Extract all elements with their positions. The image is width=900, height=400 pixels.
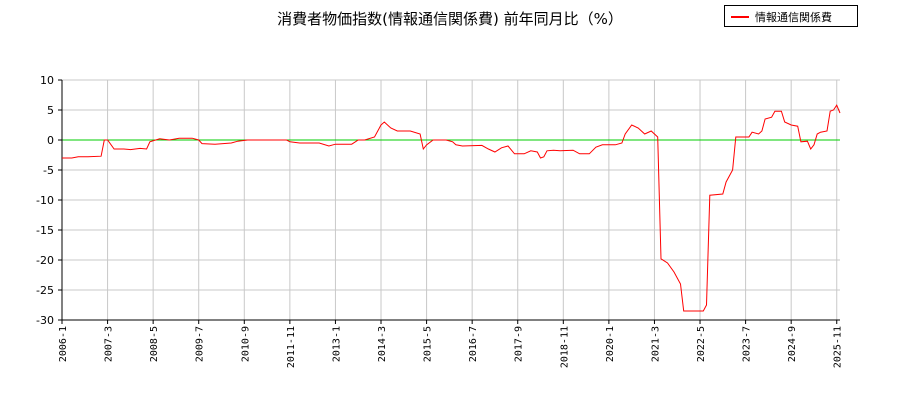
y-tick-label: 5 [47,104,54,117]
y-tick-label: 0 [47,134,54,147]
x-tick-label: 2020-1 [605,326,616,362]
legend-label: 情報通信関係費 [755,11,832,24]
x-tick-label: 2021-3 [650,326,661,362]
x-tick-label: 2025-11 [833,326,844,368]
legend-swatch [731,16,749,18]
x-tick-label: 2014-3 [377,326,388,362]
x-tick-label: 2011-11 [286,326,297,368]
x-tick-label: 2008-5 [149,326,160,362]
y-tick-label: 10 [40,74,54,87]
x-tick-label: 2015-5 [423,326,434,362]
y-tick-label: -15 [36,224,54,237]
series-line [62,104,841,312]
x-tick-label: 2017-9 [514,326,525,362]
y-tick-label: -25 [36,284,54,297]
x-tick-label: 2007-3 [104,326,115,362]
x-tick-label: 2022-5 [696,326,707,362]
x-tick-label: 2024-9 [787,326,798,362]
chart-title: 消費者物価指数(情報通信関係費) 前年同月比（%） [277,10,623,28]
x-tick-label: 2016-7 [468,326,479,362]
legend: 情報通信関係費 [724,5,858,27]
x-tick-label: 2018-11 [559,326,570,368]
y-tick-label: -5 [43,164,54,177]
y-tick-label: -10 [36,194,54,207]
y-tick-label: -30 [36,314,54,327]
x-tick-label: 2023-7 [742,326,753,362]
x-tick-label: 2010-9 [240,326,251,362]
x-tick-label: 2006-1 [58,326,69,362]
x-tick-label: 2013-1 [331,326,342,362]
x-tick-label: 2009-7 [195,326,206,362]
y-tick-label: -20 [36,254,54,267]
